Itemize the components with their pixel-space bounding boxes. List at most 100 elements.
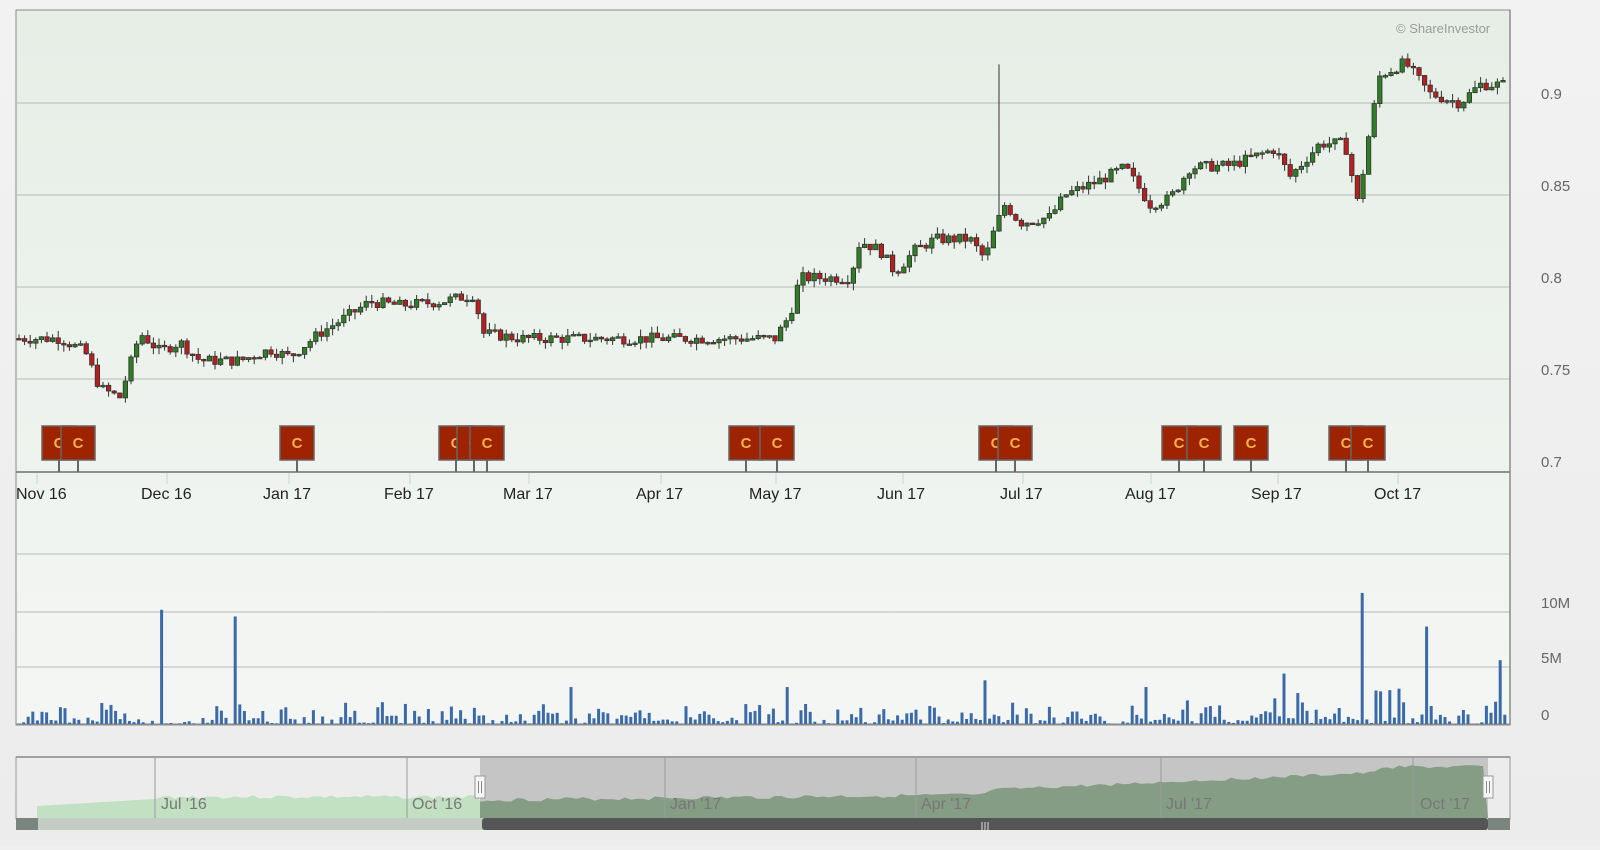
candle-up (1400, 59, 1404, 72)
candle-down (1271, 151, 1275, 154)
volume-bar (275, 723, 278, 724)
candle-up (1366, 137, 1370, 175)
candle-down (62, 343, 66, 345)
volume-bar (395, 716, 398, 724)
candle-down (980, 246, 984, 255)
volume-bar (703, 711, 706, 724)
candle-up (1064, 195, 1068, 197)
volume-bar (54, 720, 57, 724)
candle-down (22, 339, 26, 342)
volume-bar (22, 722, 25, 724)
candle-up (1338, 138, 1342, 140)
candle-up (750, 339, 754, 341)
volume-bar (464, 719, 467, 724)
x-axis-label: Aug 17 (1125, 486, 1176, 504)
volume-bar (993, 715, 996, 724)
volume-bar (1048, 707, 1051, 724)
volume-bar (202, 718, 205, 724)
candle-up (364, 301, 368, 307)
candle-up (1215, 165, 1219, 171)
volume-bar (1131, 706, 1134, 724)
candle-up (1165, 195, 1169, 205)
chart-credit[interactable]: © ShareInvestor (1396, 21, 1490, 36)
svg-text:C: C (772, 435, 783, 452)
svg-text:C: C (1341, 435, 1352, 452)
volume-bar (1163, 714, 1166, 724)
scrollbar-right-button[interactable] (1488, 818, 1510, 830)
volume-bar (1448, 721, 1451, 724)
candle-up (706, 342, 710, 344)
volume-bar (951, 721, 954, 724)
candle-down (963, 234, 967, 241)
navigator-handle-right[interactable] (1483, 776, 1493, 798)
volume-bar (1370, 723, 1373, 724)
volume-bar (257, 718, 260, 724)
volume-bar (721, 722, 724, 724)
volume-bar (91, 720, 94, 724)
volume-bar (556, 713, 559, 724)
x-axis-label: Sep 17 (1251, 486, 1302, 504)
candle-up (610, 338, 614, 341)
volume-bar (87, 718, 90, 724)
candle-down (1434, 92, 1438, 97)
volume-bar (942, 723, 945, 724)
candle-up (812, 273, 816, 280)
volume-bar (1025, 708, 1028, 724)
volume-bar (864, 722, 867, 724)
candle-up (1316, 144, 1320, 153)
candle-down (582, 334, 586, 341)
candle-down (1103, 178, 1107, 182)
svg-text:C: C (1174, 435, 1185, 452)
candle-up (1254, 153, 1258, 156)
volume-bar (597, 709, 600, 724)
candle-up (1467, 93, 1471, 103)
volume-bar (1094, 714, 1097, 724)
candle-down (806, 273, 810, 281)
candle-down (319, 332, 323, 336)
candle-down (734, 337, 738, 339)
candle-down (230, 357, 234, 365)
x-axis-label: Jul 17 (1000, 486, 1043, 504)
navigator-label: Jan '17 (670, 796, 721, 814)
candle-up (302, 347, 306, 354)
volume-bar (855, 717, 858, 724)
candle-down (112, 391, 116, 393)
candle-down (431, 304, 435, 307)
candle-down (1350, 154, 1354, 175)
volume-bar (1135, 715, 1138, 724)
volume-bar (1379, 691, 1382, 724)
volume-bar (1457, 716, 1460, 724)
candle-down (918, 245, 922, 247)
volume-bar (648, 713, 651, 724)
volume-bar (662, 720, 665, 724)
volume-bar (574, 718, 577, 724)
candle-up (101, 385, 105, 387)
candle-down (482, 314, 486, 334)
candle-up (616, 337, 620, 339)
volume-bar (487, 723, 490, 724)
volume-bar (1053, 718, 1056, 724)
candle-up (258, 357, 262, 359)
candle-up (1120, 164, 1124, 168)
volume-bar (376, 707, 379, 724)
candle-down (1456, 101, 1460, 108)
volume-axis-label: 5M (1541, 650, 1562, 667)
volume-bar (1140, 719, 1143, 724)
volume-bar (1103, 721, 1106, 724)
volume-bar (1324, 717, 1327, 724)
candle-up (521, 335, 525, 342)
volume-bar (1430, 706, 1433, 724)
volume-bar (1384, 721, 1387, 724)
volume-bar (363, 723, 366, 724)
navigator-handle-left[interactable] (475, 776, 485, 798)
svg-text:C: C (73, 435, 84, 452)
volume-bar (220, 711, 223, 724)
volume-bar (1333, 714, 1336, 724)
volume-bar (1030, 714, 1033, 724)
volume-bar (1421, 715, 1424, 724)
scrollbar-left-button[interactable] (16, 818, 38, 830)
candle-down (846, 282, 850, 284)
candle-up (218, 359, 222, 365)
volume-bar (800, 710, 803, 724)
